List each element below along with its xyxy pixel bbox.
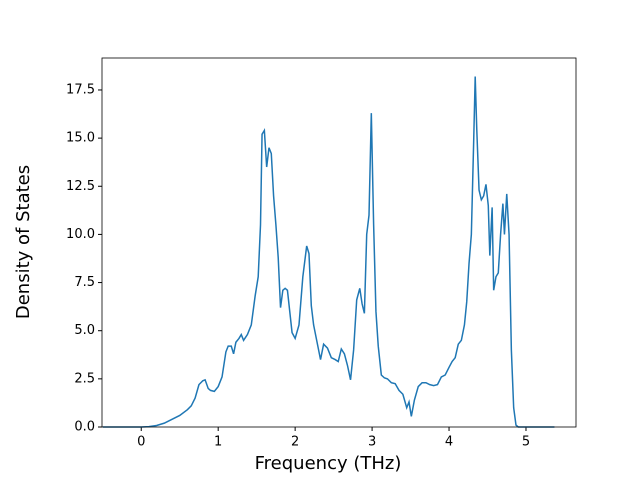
x-tick-label: 3	[368, 435, 376, 450]
y-tick-label: 17.5	[66, 82, 95, 97]
x-tick-label: 0	[137, 435, 145, 450]
plot-frame	[101, 57, 577, 428]
y-tick-label: 2.5	[74, 371, 95, 386]
x-tick-label: 5	[522, 435, 530, 450]
dos-line	[102, 76, 555, 428]
y-tick-label: 7.5	[74, 275, 95, 290]
y-tick-label: 5.0	[74, 323, 95, 338]
y-tick-label: 15.0	[66, 131, 95, 146]
y-tick-label: 0.0	[74, 420, 95, 435]
y-tick-label: 12.5	[66, 179, 95, 194]
x-tick-label: 4	[445, 435, 453, 450]
x-axis-label: Frequency (THz)	[255, 453, 402, 474]
y-axis-label: Density of States	[13, 165, 34, 319]
y-tick-label: 10.0	[66, 227, 95, 242]
x-tick-label: 2	[291, 435, 299, 450]
x-tick-label: 1	[214, 435, 222, 450]
